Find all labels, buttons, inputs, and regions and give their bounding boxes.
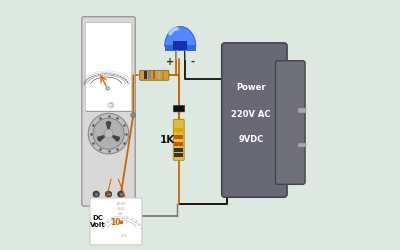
Bar (174, 142, 184, 146)
Circle shape (104, 129, 113, 138)
Bar (165, 46, 196, 51)
Bar (298, 108, 306, 113)
FancyBboxPatch shape (85, 23, 132, 111)
Bar (148, 71, 150, 79)
Text: 1K: 1K (160, 135, 176, 145)
Text: 9VDC: 9VDC (238, 135, 264, 144)
FancyBboxPatch shape (173, 106, 185, 112)
Bar (174, 148, 184, 152)
Circle shape (93, 191, 99, 198)
Bar (174, 128, 184, 132)
Text: 10: 10 (110, 218, 121, 227)
Circle shape (108, 102, 114, 108)
Polygon shape (106, 121, 112, 134)
Text: ⊙: ⊙ (108, 103, 113, 108)
Bar (173, 41, 187, 50)
Polygon shape (165, 27, 196, 46)
Bar (144, 71, 147, 79)
Text: 220V AC: 220V AC (231, 110, 270, 118)
Polygon shape (108, 134, 120, 142)
Bar (174, 135, 184, 138)
Circle shape (131, 113, 136, 117)
FancyBboxPatch shape (173, 119, 184, 160)
Text: +: + (166, 57, 174, 67)
Polygon shape (97, 134, 108, 142)
Circle shape (118, 191, 124, 198)
Text: 250: 250 (116, 207, 125, 211)
Circle shape (88, 114, 129, 154)
Text: DC
Volt: DC Volt (90, 215, 105, 228)
Bar (152, 71, 155, 79)
Bar (174, 153, 184, 157)
Text: -: - (190, 57, 194, 67)
Text: 2.5: 2.5 (121, 234, 128, 238)
Circle shape (93, 118, 124, 149)
Bar (298, 143, 306, 147)
Circle shape (106, 87, 109, 90)
Text: Power: Power (236, 83, 266, 92)
FancyBboxPatch shape (222, 43, 287, 197)
FancyBboxPatch shape (276, 61, 305, 184)
Text: 50: 50 (118, 212, 124, 216)
FancyBboxPatch shape (82, 17, 135, 206)
Bar (162, 71, 164, 79)
Text: 1000: 1000 (115, 202, 126, 206)
FancyBboxPatch shape (90, 198, 142, 245)
FancyBboxPatch shape (140, 70, 169, 80)
Bar (158, 71, 160, 79)
Circle shape (105, 191, 112, 198)
